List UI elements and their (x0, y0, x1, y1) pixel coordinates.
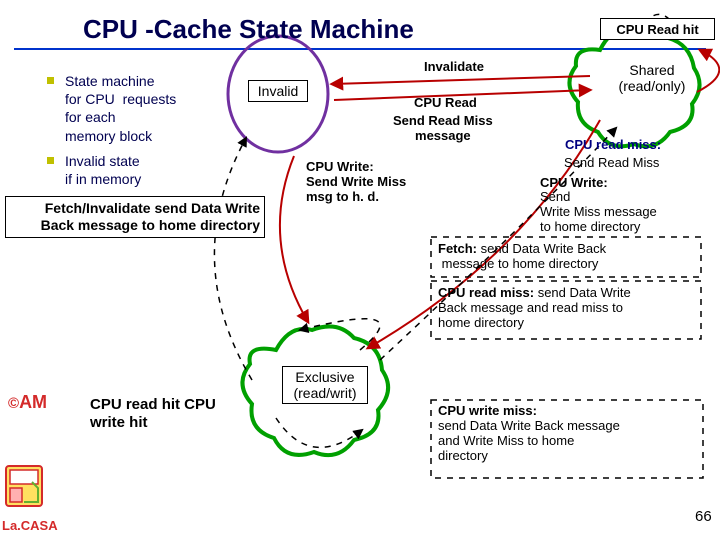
arrow-cpu-write (280, 156, 308, 322)
arrow-shared-selfloop (697, 50, 719, 92)
state-shared-label: Shared (read/only) (613, 62, 691, 94)
cpu-readwrite-hit-label: CPU read hit CPU write hit (90, 396, 240, 432)
lbl-fetch: Fetch: send Data Write Back message to h… (438, 242, 696, 272)
arrow-invalidate (332, 76, 590, 84)
bullet-1-text: State machine for CPU requests for each … (65, 73, 176, 144)
copyright-am: ©AM (8, 392, 47, 413)
lbl-readmiss: CPU read miss: send Data Write Back mess… (438, 286, 696, 331)
lacasa-logo-icon (6, 466, 42, 506)
lacasa-label: La.CASA (2, 518, 58, 533)
lbl-fetch-bold: Fetch: (438, 241, 477, 256)
cpu-read-hit-label: CPU Read hit (600, 18, 715, 40)
bullet-2-text: Invalid state if in memory (65, 153, 141, 187)
bullet-1: State machine for CPU requests for each … (65, 72, 176, 145)
darrow-excl-to-inv (214, 138, 252, 380)
lbl-cpu-write-inv: CPU Write: Send Write Miss msg to h. d. (306, 160, 406, 205)
bullet-2: Invalid state if in memory (65, 152, 141, 188)
lbl-writemiss: CPU write miss: send Data Write Back mes… (438, 404, 698, 464)
state-invalid-label: Invalid (248, 80, 308, 102)
bullet-marker-icon (47, 157, 54, 164)
lbl-cpu-read-miss-hdr: CPU read miss: (565, 138, 661, 153)
lbl-cpu-write-body: Send Write Miss message to home director… (540, 190, 657, 235)
page-title: CPU -Cache State Machine (83, 14, 414, 45)
darrow-excl-self2 (300, 319, 380, 350)
lbl-writemiss-rest: send Data Write Back message and Write M… (438, 418, 620, 463)
state-exclusive-label: Exclusive (read/writ) (282, 366, 368, 404)
lbl-send-read-miss: Send Read Miss message (393, 114, 493, 144)
lbl-cpu-read: CPU Read (414, 96, 477, 111)
darrow-excl-self1 (276, 418, 362, 447)
lbl-send-read-miss2: Send Read Miss (564, 156, 659, 171)
bullet-marker-icon (47, 77, 54, 84)
am-text: AM (19, 392, 47, 412)
slide-number: 66 (695, 508, 712, 525)
lbl-writemiss-bold: CPU write miss: (438, 403, 537, 418)
lbl-readmiss-bold: CPU read miss: (438, 285, 534, 300)
lbl-invalidate: Invalidate (424, 60, 484, 75)
fetch-invalidate-label: Fetch/Invalidate send Data Write Back me… (5, 196, 265, 238)
